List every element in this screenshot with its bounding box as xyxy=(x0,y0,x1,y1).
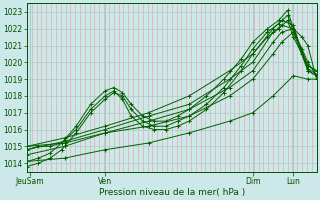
X-axis label: Pression niveau de la mer( hPa ): Pression niveau de la mer( hPa ) xyxy=(99,188,245,197)
